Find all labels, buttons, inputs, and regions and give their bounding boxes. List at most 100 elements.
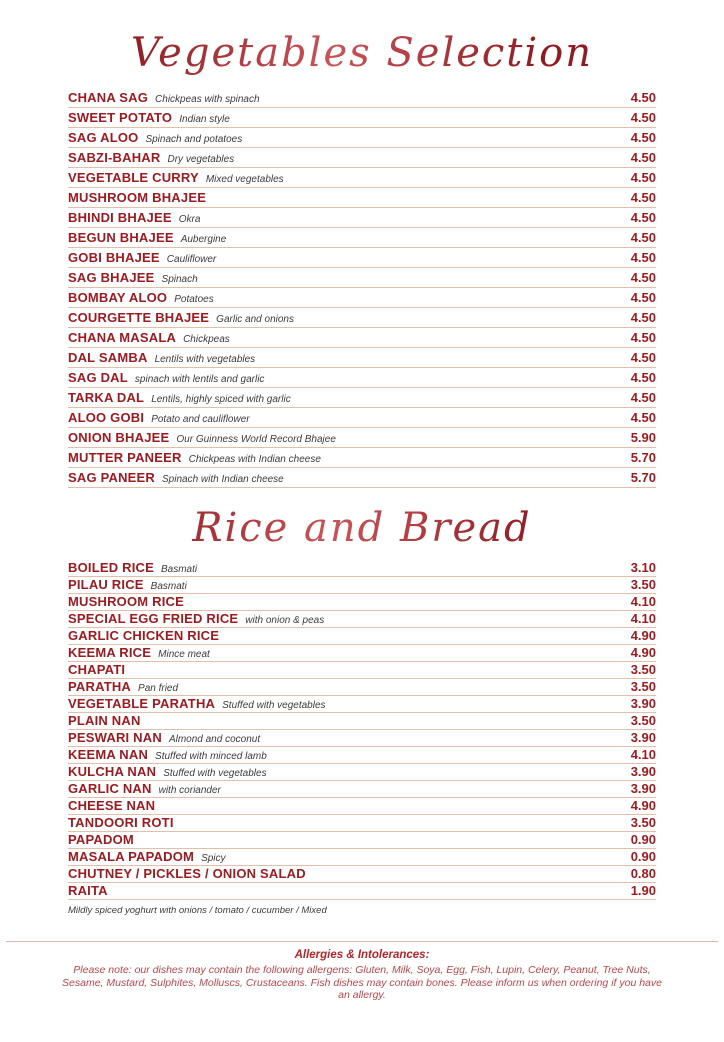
menu-item-row: MUSHROOM BHAJEE 4.50 <box>68 188 656 208</box>
menu-item-row: SAG PANEER Spinach with Indian cheese 5.70 <box>68 468 656 488</box>
menu-item-description: Lentils, highly spiced with garlic <box>151 394 291 405</box>
menu-item-name: CHEESE NAN <box>68 798 156 813</box>
menu-item-name: BEGUN BHAJEE <box>68 230 174 245</box>
menu-item-price: 4.50 <box>630 410 656 425</box>
menu-item-price: 4.50 <box>630 370 656 385</box>
menu-item-name: PAPADOM <box>68 832 134 847</box>
menu-item-price: 4.50 <box>630 310 656 325</box>
menu-item-price: 4.50 <box>630 190 656 205</box>
menu-item-row: MUSHROOM RICE 4.10 <box>68 594 656 611</box>
menu-item-price: 3.50 <box>630 577 656 592</box>
menu-item-name: KEEMA RICE <box>68 645 152 660</box>
menu-item-row: ALOO GOBI Potato and cauliflower 4.50 <box>68 408 656 428</box>
menu-item-row: GOBI BHAJEE Cauliflower 4.50 <box>68 248 656 268</box>
menu-item-description: Potatoes <box>174 294 214 305</box>
menu-item-row: TARKA DAL Lentils, highly spiced with gar… <box>68 388 656 408</box>
menu-item-price: 4.50 <box>630 110 656 125</box>
menu-item-row: MUTTER PANEER Chickpeas with Indian chees… <box>68 448 656 468</box>
menu-item-price: 3.50 <box>630 815 656 830</box>
menu-item-row: PLAIN NAN 3.50 <box>68 713 656 730</box>
menu-item-name: SWEET POTATO <box>68 110 173 125</box>
menu-item-price: 4.50 <box>630 130 656 145</box>
allergies-section: Allergies & Intolerances: Please note: o… <box>0 949 724 1002</box>
menu-item-name: BOMBAY ALOO <box>68 290 168 305</box>
menu-item-description: Pan fried <box>138 683 179 694</box>
menu-item-name: SAG PANEER <box>68 470 155 485</box>
menu-item-row: ONION BHAJEE Our Guinness World Record Bh… <box>68 428 656 448</box>
menu-item-price: 4.10 <box>630 747 656 762</box>
menu-item-price: 4.50 <box>630 350 656 365</box>
menu-item-description: spinach with lentils and garlic <box>134 374 265 385</box>
menu-item-price: 0.90 <box>630 832 656 847</box>
menu-item-description: Basmati <box>160 564 198 575</box>
menu-item-description: with coriander <box>158 785 221 796</box>
menu-item-row: TANDOORI ROTI 3.50 <box>68 815 656 832</box>
menu-item-description: Spinach <box>161 274 198 285</box>
menu-item-price: 5.70 <box>630 450 656 465</box>
menu-item-name: CHANA MASALA <box>68 330 177 345</box>
menu-item-description: Spinach and potatoes <box>145 134 243 145</box>
menu-item-price: 3.90 <box>630 781 656 796</box>
menu-item-name: SPECIAL EGG FRIED RICE <box>68 611 239 626</box>
menu-item-description: Okra <box>178 214 201 225</box>
menu-item-price: 1.90 <box>630 883 656 898</box>
allergies-title: Allergies & Intolerances: <box>294 949 430 961</box>
menu-item-description: Spicy <box>201 853 226 864</box>
menu-item-price: 4.50 <box>630 150 656 165</box>
menu-item-name: GARLIC CHICKEN RICE <box>68 628 220 643</box>
menu-item-name: MUTTER PANEER <box>68 450 182 465</box>
menu-item-description: Cauliflower <box>166 254 217 265</box>
menu-item-name: SAG BHAJEE <box>68 270 155 285</box>
menu-item-row: BEGUN BHAJEE Aubergine 4.50 <box>68 228 656 248</box>
menu-item-name: CHAPATI <box>68 662 126 677</box>
menu-item-price: 3.10 <box>630 560 656 575</box>
allergies-text: Please note: our dishes may contain the … <box>62 964 662 1001</box>
menu-item-row: KEEMA RICE Mince meat 4.90 <box>68 645 656 662</box>
menu-item-row: SAG ALOO Spinach and potatoes 4.50 <box>68 128 656 148</box>
section-vegetables-rows: CHANA SAG Chickpeas with spinach 4.50 SWEET… <box>68 88 656 488</box>
menu-item-description: Potato and cauliflower <box>151 414 250 425</box>
menu-item-row: PARATHA Pan fried 3.50 <box>68 679 656 696</box>
menu-item-name: SAG DAL <box>68 370 128 385</box>
menu-item-row: MASALA PAPADOM Spicy 0.90 <box>68 849 656 866</box>
menu-item-row: CHANA MASALA Chickpeas 4.50 <box>68 328 656 348</box>
menu-item-name: CHANA SAG <box>68 90 149 105</box>
menu-item-description: Dry vegetables <box>167 154 235 165</box>
menu-item-price: 4.50 <box>630 270 656 285</box>
menu-item-price: 4.90 <box>630 645 656 660</box>
menu-item-name: ALOO GOBI <box>68 410 145 425</box>
menu-item-description: Chickpeas <box>183 334 230 345</box>
allergies-divider <box>6 941 718 942</box>
menu-item-description: Lentils with vegetables <box>154 354 256 365</box>
menu-item-name: TANDOORI ROTI <box>68 815 174 830</box>
menu-item-description: Indian style <box>179 114 230 125</box>
menu-item-price: 4.50 <box>630 90 656 105</box>
menu-item-name: CHUTNEY / PICKLES / ONION SALAD <box>68 866 306 881</box>
menu-item-price: 4.50 <box>630 390 656 405</box>
menu-item-description: Spinach with Indian cheese <box>162 474 284 485</box>
menu-item-row: VEGETABLE CURRY Mixed vegetables 4.50 <box>68 168 656 188</box>
menu-item-row: DAL SAMBA Lentils with vegetables 4.50 <box>68 348 656 368</box>
menu-item-price: 3.90 <box>630 764 656 779</box>
menu-item-price: 3.50 <box>630 713 656 728</box>
section-title-vegetables: Vegetables Selection <box>68 18 656 88</box>
menu-item-row: CHANA SAG Chickpeas with spinach 4.50 <box>68 88 656 108</box>
menu-item-description: Chickpeas with Indian cheese <box>188 454 321 465</box>
menu-item-description: Almond and coconut <box>168 734 261 745</box>
menu-item-name: TARKA DAL <box>68 390 145 405</box>
menu-item-name: RAITA <box>68 883 108 898</box>
menu-item-name: COURGETTE BHAJEE <box>68 310 210 325</box>
section-rice-and-bread-rows: BOILED RICE Basmati 3.10 PILAU RICE Basmati 3… <box>68 560 656 900</box>
menu-item-price: 3.90 <box>630 730 656 745</box>
menu-item-name: PILAU RICE <box>68 577 144 592</box>
menu-item-price: 4.10 <box>630 594 656 609</box>
menu-item-name: SAG ALOO <box>68 130 139 145</box>
menu-item-row: KULCHA NAN Stuffed with vegetables 3.90 <box>68 764 656 781</box>
menu-item-row: GARLIC CHICKEN RICE 4.90 <box>68 628 656 645</box>
menu-item-row: PILAU RICE Basmati 3.50 <box>68 577 656 594</box>
menu-item-name: SABZI-BAHAR <box>68 150 161 165</box>
menu-item-price: 0.80 <box>630 866 656 881</box>
menu-item-name: PLAIN NAN <box>68 713 141 728</box>
menu-item-name: VEGETABLE PARATHA <box>68 696 216 711</box>
menu-item-name: BOILED RICE <box>68 560 154 575</box>
